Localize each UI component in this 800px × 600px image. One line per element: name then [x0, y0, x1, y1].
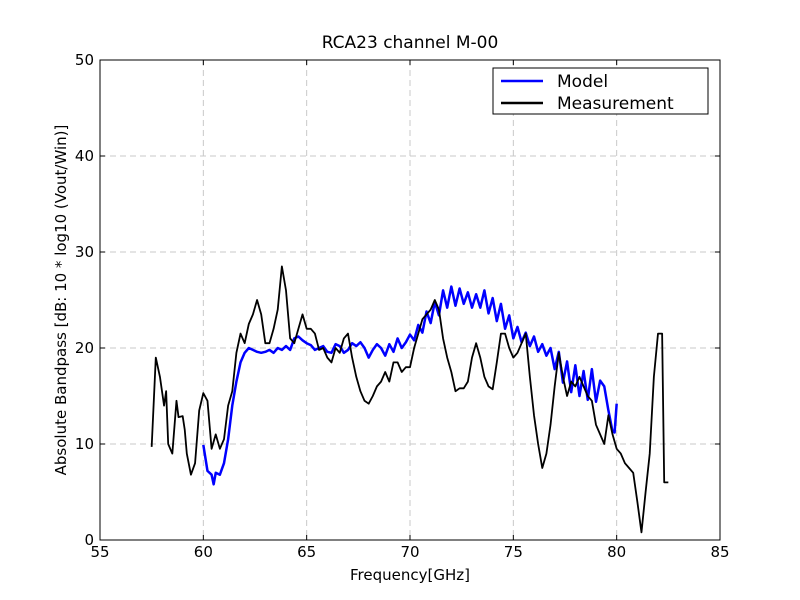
x-tick-label: 65: [297, 543, 316, 561]
y-tick-label: 20: [75, 339, 94, 357]
x-tick-label: 60: [194, 543, 213, 561]
series-line: [202, 285, 618, 486]
x-tick-label: 75: [504, 543, 523, 561]
legend-label: Measurement: [557, 94, 674, 114]
x-tick-label: 85: [710, 543, 729, 561]
x-tick-label: 55: [90, 543, 109, 561]
legend-box: [492, 67, 709, 115]
x-tick-label: 80: [607, 543, 626, 561]
y-tick-label: 10: [75, 435, 94, 453]
plot-frame: [99, 59, 721, 541]
chart-title: RCA23 channel M-00: [322, 33, 499, 53]
plot-lines: [150, 265, 669, 534]
y-axis-label: Absolute Bandpass [dB: 10 * log10 (Vout/…: [52, 125, 70, 476]
y-tick-label: 30: [75, 243, 94, 261]
legend-label: Model: [557, 72, 608, 92]
y-tick-label: 0: [84, 531, 94, 549]
x-axis-label: Frequency[GHz]: [350, 566, 470, 584]
y-tick-label: 50: [75, 51, 94, 69]
x-tick-label: 70: [400, 543, 419, 561]
series-line: [150, 265, 669, 534]
y-tick-label: 40: [75, 147, 94, 165]
